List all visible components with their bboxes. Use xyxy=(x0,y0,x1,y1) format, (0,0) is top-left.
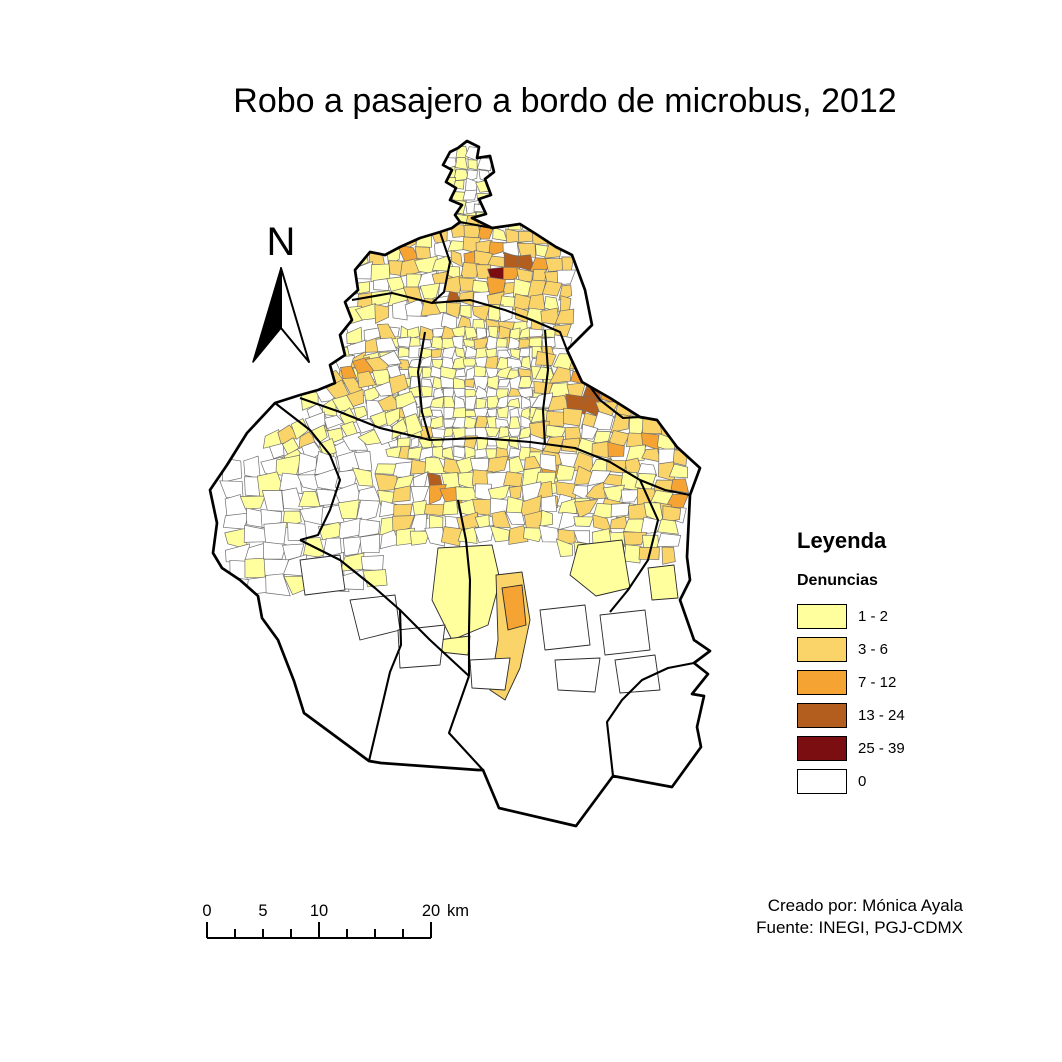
legend-row: 0 xyxy=(797,769,905,794)
delegation-border xyxy=(609,479,660,613)
legend-class-label: 13 - 24 xyxy=(858,707,905,724)
scale-unit-label: km xyxy=(447,902,469,920)
legend-title: Leyenda xyxy=(797,528,887,553)
north-arrow-icon xyxy=(252,267,310,363)
scale-label: 0 xyxy=(202,902,211,920)
credits: Creado por: Mónica Ayala Fuente: INEGI, … xyxy=(756,895,963,939)
credit-author: Creado por: Mónica Ayala xyxy=(767,896,963,915)
legend-swatch-13-24 xyxy=(797,703,847,728)
delegation-border xyxy=(351,291,568,351)
delegation-border xyxy=(399,609,470,677)
legend-class-label: 3 - 6 xyxy=(858,641,889,658)
legend-swatch-25-39 xyxy=(797,736,847,761)
delegation-border xyxy=(459,220,493,230)
delegation-border xyxy=(431,231,452,304)
north-label: N xyxy=(266,220,296,264)
legend-class-label: 1 - 2 xyxy=(858,608,889,625)
legend-swatch-3-6 xyxy=(797,637,847,662)
legend-class-label: 25 - 39 xyxy=(858,740,905,757)
delegation-border xyxy=(541,329,550,446)
delegation-border xyxy=(605,661,695,777)
legend: Leyenda Denuncias 1 - 2 3 - 6 7 - 12 13 … xyxy=(797,528,905,802)
legend-class-label: 0 xyxy=(858,773,867,790)
delegation-border xyxy=(274,402,342,542)
scale-label: 10 xyxy=(310,902,328,920)
page-title: Robo a pasajero a bordo de microbus, 201… xyxy=(233,82,897,120)
legend-row: 7 - 12 xyxy=(797,670,905,695)
legend-row: 25 - 39 xyxy=(797,736,905,761)
city-outline xyxy=(208,139,712,828)
delegation-border xyxy=(299,397,691,497)
delegation-border xyxy=(456,499,472,676)
legend-swatch-7-12 xyxy=(797,670,847,695)
legend-row: 3 - 6 xyxy=(797,637,905,662)
legend-subtitle: Denuncias xyxy=(797,572,878,589)
delegation-border xyxy=(416,331,432,441)
scale-bar: 0 5 10 20 km xyxy=(202,902,469,939)
delegation-border xyxy=(447,675,484,771)
legend-row: 1 - 2 xyxy=(797,604,905,629)
legend-row: 13 - 24 xyxy=(797,703,905,728)
legend-swatch-0 xyxy=(797,769,847,794)
legend-class-label: 7 - 12 xyxy=(858,674,897,691)
scale-label: 20 xyxy=(422,902,440,920)
credit-source: Fuente: INEGI, PGJ-CDMX xyxy=(756,918,963,937)
scale-label: 5 xyxy=(258,902,267,920)
legend-swatch-1-2 xyxy=(797,604,847,629)
